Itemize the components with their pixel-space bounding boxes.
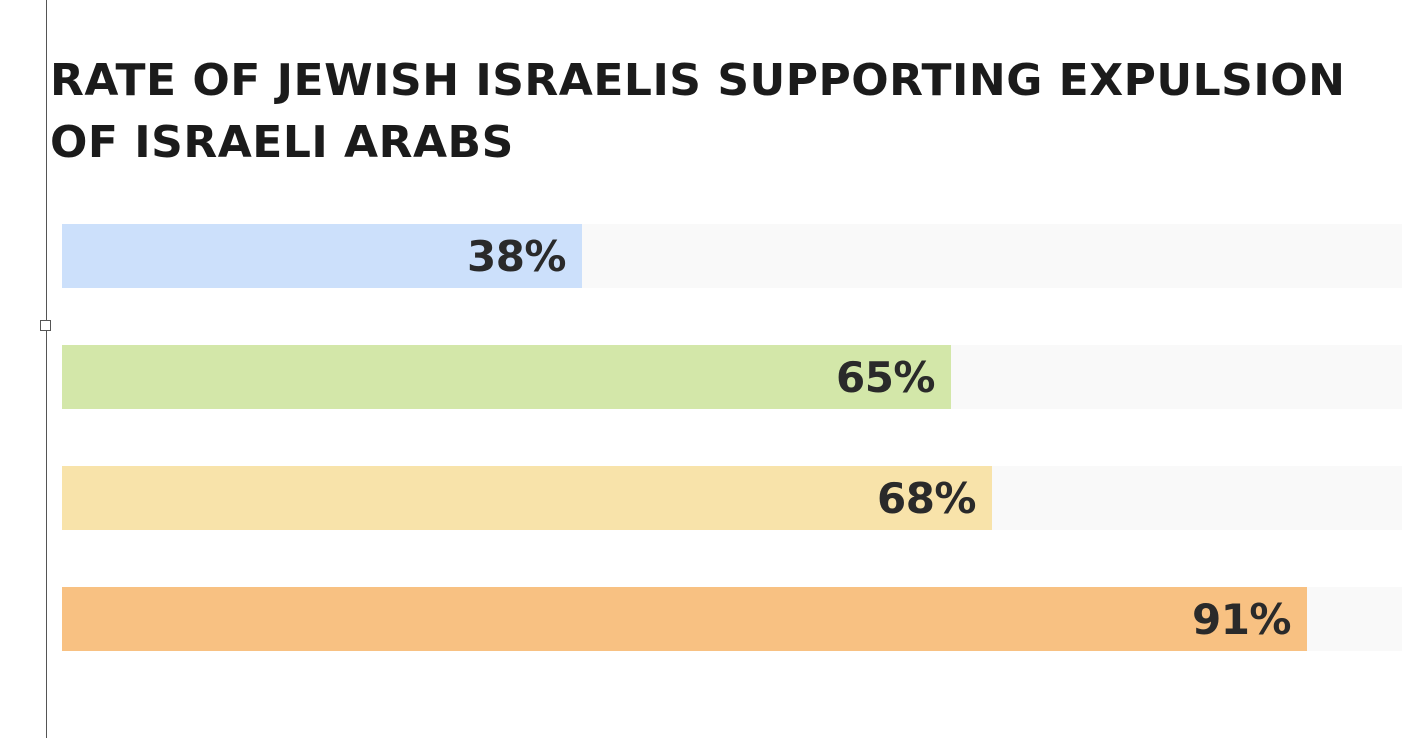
- bar-track: 68%: [62, 466, 1402, 530]
- chart-title: RATE OF JEWISH ISRAELIS SUPPORTING EXPUL…: [50, 55, 1346, 168]
- editor-frame-line: [46, 0, 47, 738]
- bar-track: 91%: [62, 587, 1402, 651]
- bar-value-label: 65%: [835, 353, 936, 402]
- bar-value-label: 38%: [466, 232, 567, 281]
- resize-handle[interactable]: [40, 320, 51, 331]
- bar: [62, 466, 992, 530]
- bar: [62, 587, 1307, 651]
- bar-track: 38%: [62, 224, 1402, 288]
- bar: [62, 345, 951, 409]
- bar-track: 65%: [62, 345, 1402, 409]
- bar-value-label: 68%: [876, 474, 977, 523]
- bar-value-label: 91%: [1191, 595, 1292, 644]
- bar: [62, 224, 582, 288]
